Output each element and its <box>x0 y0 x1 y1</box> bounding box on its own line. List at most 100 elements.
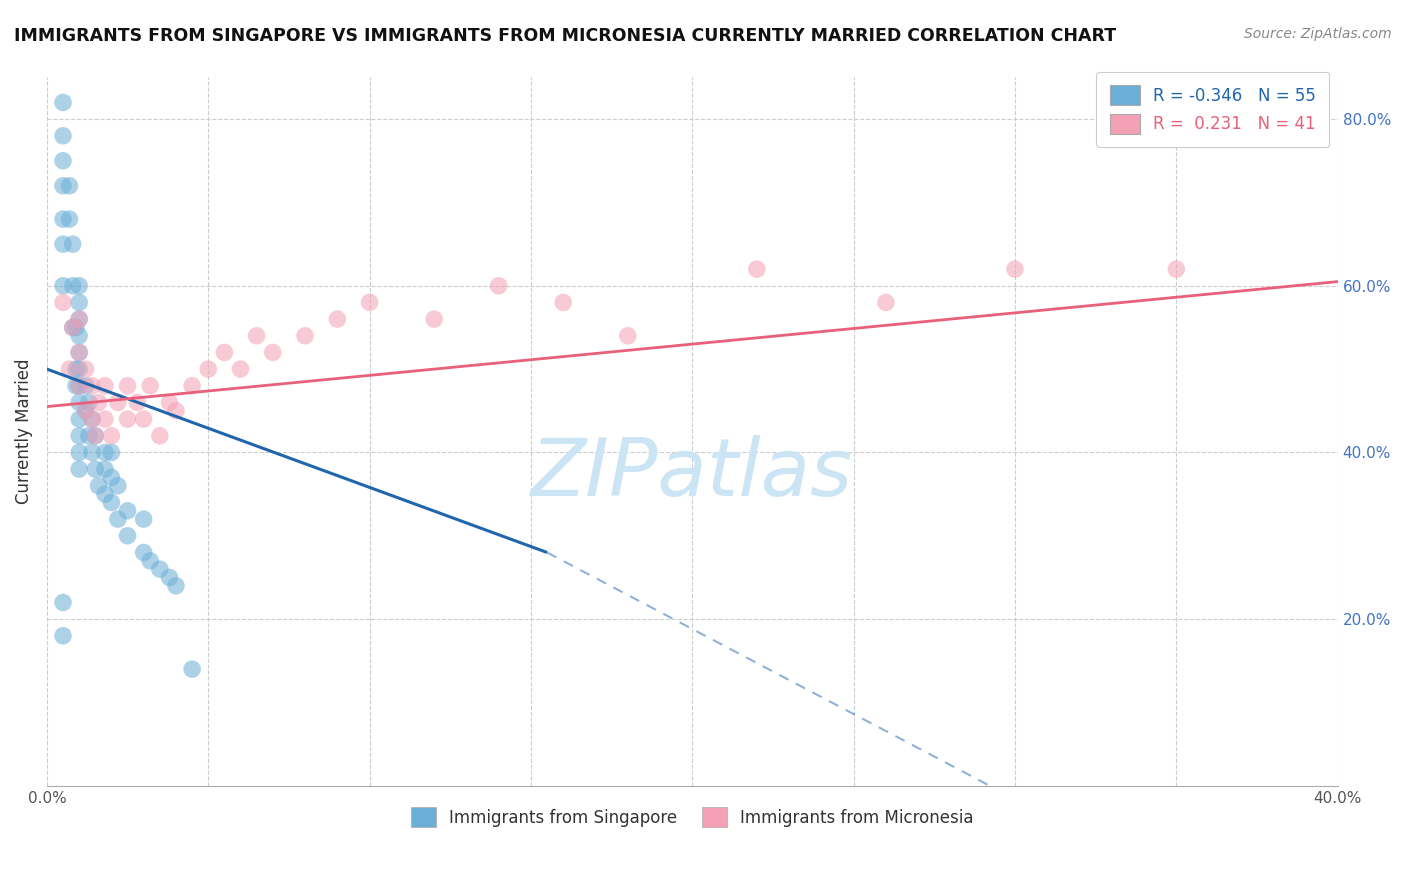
Point <box>875 295 897 310</box>
Point <box>423 312 446 326</box>
Point <box>52 178 75 193</box>
Point <box>67 312 90 326</box>
Point <box>229 362 252 376</box>
Point <box>67 295 90 310</box>
Point <box>127 395 149 409</box>
Point <box>62 320 84 334</box>
Point <box>197 362 219 376</box>
Point <box>745 262 768 277</box>
Point <box>77 429 100 443</box>
Point <box>67 378 90 392</box>
Point <box>149 562 172 576</box>
Point <box>181 662 204 676</box>
Point <box>84 429 107 443</box>
Point <box>94 412 117 426</box>
Point <box>132 545 155 559</box>
Point <box>67 462 90 476</box>
Point <box>67 328 90 343</box>
Point <box>359 295 381 310</box>
Point <box>100 445 122 459</box>
Point <box>67 362 90 376</box>
Point <box>159 570 181 584</box>
Point <box>67 395 90 409</box>
Point <box>52 128 75 143</box>
Point <box>165 579 187 593</box>
Point <box>67 312 90 326</box>
Point <box>246 328 269 343</box>
Point <box>75 378 97 392</box>
Point <box>132 412 155 426</box>
Point <box>67 345 90 359</box>
Point <box>52 95 75 110</box>
Point <box>149 429 172 443</box>
Point <box>326 312 349 326</box>
Point <box>67 278 90 293</box>
Text: Source: ZipAtlas.com: Source: ZipAtlas.com <box>1244 27 1392 41</box>
Point <box>75 404 97 418</box>
Point <box>65 378 87 392</box>
Point <box>1004 262 1026 277</box>
Point <box>87 479 110 493</box>
Point <box>139 378 162 392</box>
Point <box>100 470 122 484</box>
Point <box>100 429 122 443</box>
Point <box>1166 262 1188 277</box>
Point <box>58 178 80 193</box>
Text: ZIPatlas: ZIPatlas <box>531 435 853 513</box>
Point <box>62 320 84 334</box>
Point <box>84 462 107 476</box>
Point <box>52 212 75 227</box>
Point <box>52 153 75 168</box>
Point <box>107 512 129 526</box>
Point <box>84 429 107 443</box>
Point <box>80 412 103 426</box>
Legend: Immigrants from Singapore, Immigrants from Micronesia: Immigrants from Singapore, Immigrants fr… <box>404 800 980 834</box>
Point <box>65 362 87 376</box>
Y-axis label: Currently Married: Currently Married <box>15 359 32 504</box>
Point <box>294 328 316 343</box>
Point <box>52 295 75 310</box>
Point <box>65 320 87 334</box>
Point <box>67 412 90 426</box>
Point <box>117 529 139 543</box>
Point <box>488 278 510 293</box>
Point <box>67 445 90 459</box>
Point <box>80 412 103 426</box>
Point <box>67 378 90 392</box>
Point <box>58 212 80 227</box>
Point <box>165 404 187 418</box>
Point <box>107 479 129 493</box>
Point <box>67 429 90 443</box>
Point <box>159 395 181 409</box>
Point <box>94 445 117 459</box>
Point <box>94 462 117 476</box>
Point <box>52 595 75 609</box>
Point <box>62 278 84 293</box>
Point <box>67 345 90 359</box>
Point <box>117 504 139 518</box>
Point <box>181 378 204 392</box>
Point <box>52 237 75 252</box>
Point <box>553 295 575 310</box>
Point <box>139 554 162 568</box>
Point <box>117 378 139 392</box>
Point <box>616 328 638 343</box>
Point <box>100 495 122 509</box>
Point <box>75 362 97 376</box>
Point <box>107 395 129 409</box>
Point <box>77 395 100 409</box>
Point <box>58 362 80 376</box>
Point <box>80 445 103 459</box>
Point <box>62 237 84 252</box>
Point <box>94 487 117 501</box>
Point <box>52 278 75 293</box>
Point <box>52 629 75 643</box>
Point <box>80 378 103 392</box>
Point <box>87 395 110 409</box>
Point <box>214 345 236 359</box>
Point <box>262 345 284 359</box>
Text: IMMIGRANTS FROM SINGAPORE VS IMMIGRANTS FROM MICRONESIA CURRENTLY MARRIED CORREL: IMMIGRANTS FROM SINGAPORE VS IMMIGRANTS … <box>14 27 1116 45</box>
Point <box>132 512 155 526</box>
Point <box>117 412 139 426</box>
Point <box>75 404 97 418</box>
